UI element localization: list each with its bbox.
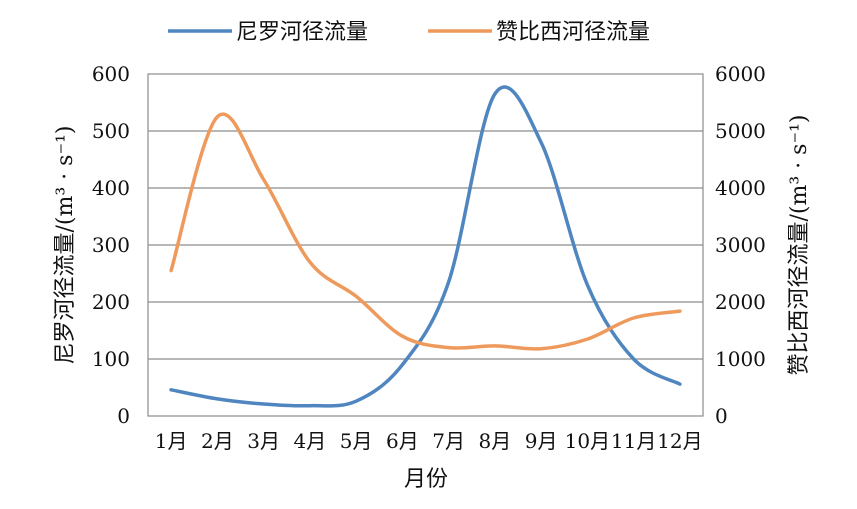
right-tick-label: 4000 (715, 176, 766, 200)
x-tick-label: 2月 (201, 429, 234, 453)
x-axis-ticks: 1月 2月 3月 4月 5月 6月 7月 8月 9月 10月 11月 12月 (155, 429, 703, 453)
x-tick-label: 1月 (155, 429, 188, 453)
legend-label-zambezi: 赞比西河径流量 (496, 20, 650, 45)
x-tick-label: 5月 (340, 429, 373, 453)
x-tick-label: 3月 (247, 429, 280, 453)
right-tick-label: 1000 (715, 347, 766, 371)
left-axis-title: 尼罗河径流量/(m³ · s⁻¹) (53, 126, 78, 365)
legend-label-nile: 尼罗河径流量 (236, 20, 368, 45)
x-tick-label: 11月 (611, 429, 656, 453)
x-axis-title: 月份 (404, 467, 448, 492)
series-lines (169, 85, 682, 408)
x-tick-label: 4月 (294, 429, 327, 453)
legend: 尼罗河径流量 赞比西河径流量 (168, 20, 650, 45)
right-tick-label: 5000 (715, 119, 766, 143)
left-axis-ticks: 0 100 200 300 400 500 600 (92, 62, 130, 428)
x-tick-label: 12月 (657, 429, 702, 453)
x-tick-label: 6月 (386, 429, 419, 453)
plot-area-frame (147, 73, 704, 417)
zambezi-series-line (169, 112, 682, 351)
right-tick-label: 2000 (715, 290, 766, 314)
left-tick-label: 600 (92, 62, 130, 86)
x-tick-label: 9月 (525, 429, 558, 453)
left-tick-label: 200 (92, 290, 130, 314)
right-axis-title: 赞比西河径流量/(m³ · s⁻¹) (787, 115, 812, 376)
left-tick-label: 400 (92, 176, 130, 200)
x-tick-label: 7月 (432, 429, 465, 453)
left-tick-label: 100 (92, 347, 130, 371)
right-axis-ticks: 0 1000 2000 3000 4000 5000 6000 (715, 62, 766, 428)
left-tick-label: 500 (92, 119, 130, 143)
right-tick-label: 6000 (715, 62, 766, 86)
right-tick-label: 0 (715, 404, 728, 428)
nile-series-line (169, 85, 682, 408)
right-tick-label: 3000 (715, 233, 766, 257)
x-tick-label: 10月 (565, 429, 610, 453)
left-tick-label: 0 (117, 404, 130, 428)
x-tick-label: 8月 (479, 429, 512, 453)
left-tick-label: 300 (92, 233, 130, 257)
